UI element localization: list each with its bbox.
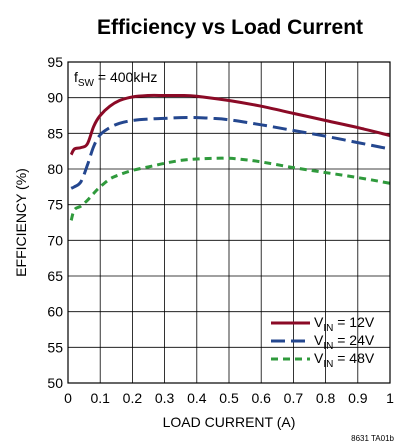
legend-label: VIN = 24V	[314, 332, 375, 352]
y-tick-label: 80	[47, 161, 63, 177]
switching-frequency-annotation: fSW = 400kHz	[74, 69, 157, 89]
x-tick-label: 1	[386, 390, 394, 406]
x-tick-label: 0.9	[348, 390, 368, 406]
series-line	[70, 116, 391, 190]
x-axis-label: LOAD CURRENT (A)	[163, 414, 296, 430]
y-tick-label: 85	[47, 125, 63, 141]
y-tick-label: 55	[47, 339, 63, 355]
y-tick-label: 95	[47, 54, 63, 70]
y-axis-label: EFFICIENCY (%)	[13, 168, 29, 277]
legend-label-main: V	[314, 314, 324, 330]
legend-label-sub: IN	[323, 323, 333, 334]
y-tick-label: 50	[47, 375, 63, 391]
legend-label-sub: IN	[323, 359, 333, 370]
x-tick-label: 0.5	[219, 390, 239, 406]
legend-label-rest: = 48V	[333, 350, 375, 366]
legend-label-main: V	[314, 332, 324, 348]
legend-label: VIN = 48V	[314, 350, 375, 370]
legend-label-main: V	[314, 350, 324, 366]
legend-label-rest: = 12V	[333, 314, 375, 330]
legend-label: VIN = 12V	[314, 314, 375, 334]
figure-code: 8631 TA01b	[351, 434, 394, 442]
x-tick-label: 0.8	[316, 390, 336, 406]
annotation-sub: SW	[78, 78, 95, 89]
y-tick-label: 65	[47, 268, 63, 284]
chart-title: Efficiency vs Load Current	[97, 16, 363, 39]
grid	[68, 62, 390, 383]
series-line	[69, 93, 391, 156]
data-series	[69, 93, 391, 221]
x-tick-label: 0.4	[187, 390, 207, 406]
y-tick-label: 90	[47, 90, 63, 106]
y-tick-label: 60	[47, 304, 63, 320]
x-tick-label: 0	[64, 390, 72, 406]
plot-frame	[67, 61, 391, 384]
x-tick-label: 0.6	[251, 390, 271, 406]
annotation-rest: = 400kHz	[94, 69, 157, 85]
y-tick-label: 75	[47, 197, 63, 213]
series-line	[69, 156, 391, 221]
axis-ticks: 0 0.1 0.2 0.3 0.4 0.5 0.6 0.7 0.8 0.9 1 50 55 60 65 70 7…	[47, 54, 394, 406]
y-tick-label: 70	[47, 232, 63, 248]
x-tick-label: 0.1	[90, 390, 110, 406]
x-tick-label: 0.3	[155, 390, 175, 406]
legend-label-rest: = 24V	[333, 332, 375, 348]
annotation-main: f	[74, 69, 78, 85]
x-tick-label: 0.2	[123, 390, 143, 406]
legend-label-sub: IN	[323, 341, 333, 352]
x-tick-label: 0.7	[284, 390, 304, 406]
